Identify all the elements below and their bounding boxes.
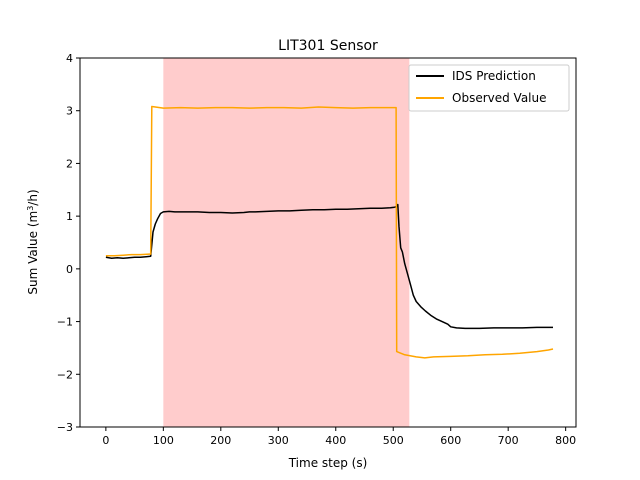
y-tick-label: 3 <box>66 105 73 118</box>
chart-title: LIT301 Sensor <box>278 38 378 54</box>
y-tick-label: −1 <box>57 316 73 329</box>
anomaly-shaded-region-layer <box>163 58 410 427</box>
anomaly-shaded-region <box>163 58 410 427</box>
y-tick-label: 4 <box>66 52 73 65</box>
x-axis-ticks: 0 100 200 300 400 500 600 700 800 <box>102 427 576 447</box>
y-axis-label-superscript: 3 <box>26 206 35 211</box>
y-tick-label: 1 <box>66 210 73 223</box>
y-tick-label: −3 <box>57 421 73 434</box>
x-tick-label: 100 <box>153 434 174 447</box>
axes-frame <box>79 57 577 428</box>
y-axis-label-prefix: Sum Value (m <box>26 211 40 295</box>
y-tick-label: −2 <box>57 368 73 381</box>
series-line-ids-prediction <box>105 203 553 330</box>
legend-label-observed-value: Observed Value <box>452 91 547 105</box>
series-line-observed-value <box>105 105 554 359</box>
x-tick-label: 500 <box>383 434 404 447</box>
x-tick-label: 0 <box>102 434 109 447</box>
y-tick-label: 0 <box>66 263 73 276</box>
x-tick-label: 400 <box>325 434 346 447</box>
x-tick-label: 600 <box>440 434 461 447</box>
y-axis-label-suffix: /h) <box>26 189 40 205</box>
x-tick-label: 700 <box>498 434 519 447</box>
y-axis-label: Sum Value (m3/h) <box>26 189 41 294</box>
x-tick-label: 200 <box>210 434 231 447</box>
x-axis-label: Time step (s) <box>288 456 368 470</box>
y-axis-ticks: −3 −2 −1 0 1 2 3 4 <box>57 52 80 434</box>
legend-box <box>408 64 570 112</box>
series-lines-layer <box>105 105 554 359</box>
x-tick-label: 300 <box>268 434 289 447</box>
y-tick-label: 2 <box>66 157 73 170</box>
legend: IDS Prediction Observed Value <box>408 64 570 112</box>
x-tick-label: 800 <box>555 434 576 447</box>
legend-label-ids-prediction: IDS Prediction <box>452 69 536 83</box>
